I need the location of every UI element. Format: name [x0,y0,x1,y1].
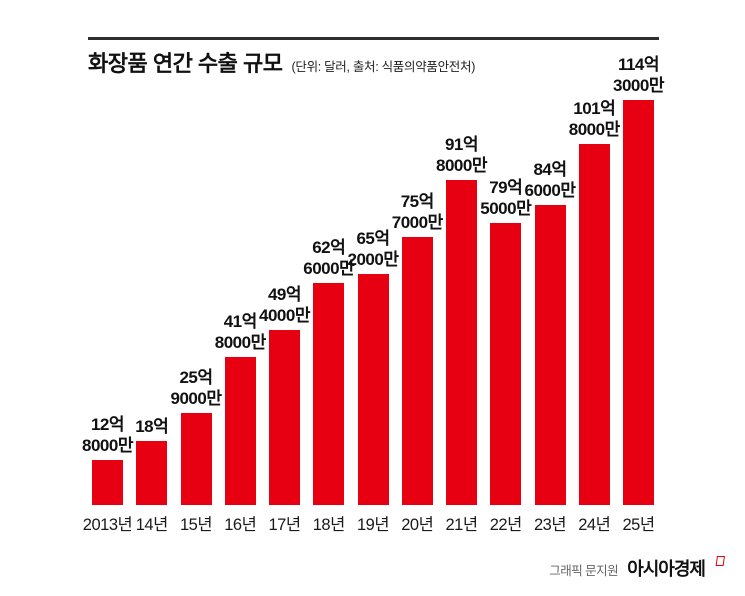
bar-value-label: 49억 4000만 [259,284,310,325]
bar-14년 [136,441,168,505]
graphic-credit: 그래픽 문지원 [549,564,619,578]
bar-23년 [534,205,566,505]
title-rule [88,37,659,40]
chart-header: 화장품 연간 수출 규모 (단위: 달러, 출처: 식품의약품안전처) [88,46,475,78]
chart-title: 화장품 연간 수출 규모 [88,51,283,76]
bar-24년 [578,144,610,505]
x-tick-label: 25년 [622,516,655,534]
publisher-logo: 아시아경제 [627,559,706,579]
bar-21년 [446,179,477,505]
x-tick-label: 19년 [356,516,390,534]
x-tick-label: 22년 [489,516,523,534]
footer: 그래픽 문지원 아시아경제 [549,555,725,581]
x-tick-label: 2013년 [82,516,133,534]
publisher-logo-mark-icon [715,556,725,566]
bar-15년 [180,413,212,505]
chart-subtitle: (단위: 달러, 출처: 식품의약품안전처) [291,60,476,74]
bar-value-label: 41억 8000만 [214,311,266,352]
bar-value-label: 62억 6000만 [303,238,355,279]
x-tick-label: 17년 [268,516,301,534]
bar-value-label: 75억 7000만 [391,191,443,232]
x-tick-label: 15년 [179,516,213,534]
x-tick-label: 23년 [533,516,567,534]
bar-25년 [623,100,654,505]
x-tick-label: 18년 [312,516,346,534]
x-tick-label: 14년 [135,516,169,534]
bar-18년 [313,283,345,505]
bar-19년 [357,273,389,505]
bar-value-label: 101억 8000만 [568,99,620,140]
bar-value-label: 25억 9000만 [170,368,222,409]
bar-22년 [490,223,522,505]
bar-value-label: 84억 6000만 [524,160,576,201]
bar-value-label: 79억 5000만 [480,178,532,219]
bar-value-label: 18억 [135,417,169,437]
bar-value-label: 65억 2000만 [347,228,399,269]
bar-16년 [224,356,256,505]
x-tick-label: 20년 [401,516,434,534]
bar-value-label: 91억 8000만 [436,134,487,175]
bar-20년 [401,236,433,505]
bar-2013년 [92,459,123,505]
bar-value-label: 12억 8000만 [82,414,133,455]
x-tick-label: 21년 [445,516,478,534]
bar-value-label: 114억 3000만 [613,55,664,95]
x-tick-label: 24년 [578,516,611,534]
bar-17년 [269,329,300,505]
x-tick-label: 16년 [224,516,257,534]
